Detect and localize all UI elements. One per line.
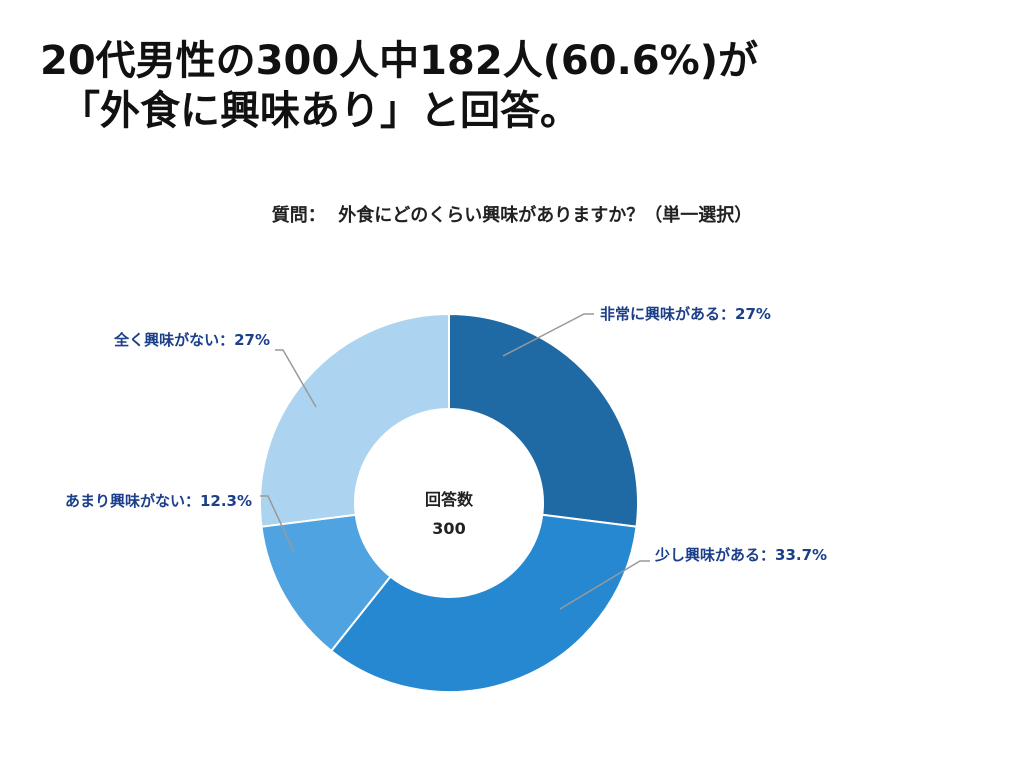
leader-line-not-very-interested <box>260 495 295 553</box>
slices <box>259 312 639 693</box>
leader-line-not-interested <box>275 349 317 408</box>
center-value: 300 <box>432 519 465 538</box>
leader-line-somewhat-interested <box>559 560 650 610</box>
center-label: 回答数 <box>425 490 474 509</box>
slice-somewhat-interested <box>329 513 638 693</box>
headline: 20代男性の300人中182人(60.6%)が 「外食に興味あり」と回答。 <box>40 36 1000 136</box>
headline-line-2: 「外食に興味あり」と回答。 <box>60 88 580 134</box>
slice-very-interested <box>448 312 639 528</box>
label-not-very-interested: あまり興味がない：12.3% <box>65 492 252 510</box>
leader-line-very-interested <box>502 313 594 357</box>
slice-labels: 非常に興味がある：27% 少し興味がある：33.7% あまり興味がない：12.3% 全… <box>65 305 827 564</box>
question-title: 質問： 外食にどのくらい興味がありますか？（単一選択） <box>271 205 753 226</box>
slice-not-interested <box>259 312 450 528</box>
headline-line-1: 20代男性の300人中182人(60.6%)が <box>40 38 758 84</box>
leader-lines <box>260 313 650 610</box>
label-very-interested: 非常に興味がある：27% <box>600 305 771 323</box>
label-not-interested: 全く興味がない：27% <box>113 331 270 349</box>
label-somewhat-interested: 少し興味がある：33.7% <box>654 546 827 564</box>
